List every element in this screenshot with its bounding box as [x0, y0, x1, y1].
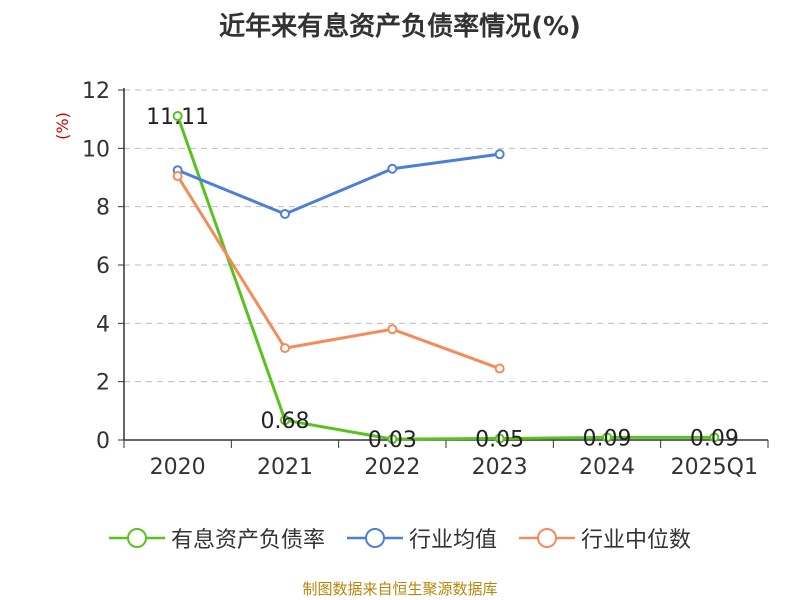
series-1-point-2 — [387, 163, 398, 174]
series-0-point-3 — [494, 433, 505, 444]
legend-swatch-industry-mean — [346, 528, 403, 548]
legend-label-debt-ratio: 有息资产负债率 — [170, 528, 325, 553]
axis-layer: 0 2 4 6 8 10 12 2020 2021 2022 2023 2024 2025Q1 — [82, 79, 769, 480]
y-tick-label-5: 10 — [82, 137, 110, 162]
label-layer: 11.11 0.68 0.03 0.05 0.09 0.09 — [146, 105, 739, 453]
y-axis-label: (%) — [53, 112, 72, 140]
data-label-0-5: 0.09 — [690, 426, 739, 451]
series-2-point-0 — [172, 171, 183, 182]
x-tick-label-0: 2020 — [150, 455, 206, 480]
series-line-2 — [176, 175, 501, 370]
series-line-1 — [177, 152, 500, 216]
series-1-point-3 — [494, 149, 505, 160]
series-2-point-2 — [387, 324, 398, 335]
data-label-0-4: 0.09 — [583, 426, 632, 451]
series-0-point-2 — [387, 434, 398, 445]
legend-swatch-industry-median — [519, 528, 575, 548]
data-label-0-3: 0.05 — [475, 428, 524, 453]
legend-item-industry-median[interactable]: 行业中位数 — [519, 522, 691, 554]
legend-label-industry-mean: 行业均值 — [408, 528, 497, 553]
y-tick-label-0: 0 — [96, 429, 110, 454]
series-2-point-1 — [280, 343, 290, 354]
series-0-point-4 — [602, 432, 612, 443]
x-tick-label-4: 2024 — [579, 455, 635, 480]
y-tick-label-3: 6 — [96, 254, 110, 279]
x-tick-label-1: 2021 — [257, 455, 313, 480]
series-0-point-5 — [709, 432, 720, 443]
y-tick-label-2: 4 — [96, 312, 110, 337]
series-1-point-1 — [280, 208, 290, 219]
legend-swatch-debt-ratio — [108, 528, 165, 548]
y-tick-label-1: 2 — [96, 371, 110, 396]
series-layer — [172, 110, 720, 445]
data-label-0-1: 0.68 — [261, 409, 310, 434]
grid-layer — [124, 89, 768, 383]
x-tick-label-5: 2025Q1 — [671, 455, 758, 480]
series-0-point-0 — [172, 110, 183, 121]
y-tick-label-6: 12 — [82, 79, 110, 104]
chart-title: 近年来有息资产负债率情况(%) — [219, 12, 581, 42]
source-note: 制图数据来自恒生聚源数据库 — [302, 580, 498, 598]
legend-item-debt-ratio[interactable]: 有息资产负债率 — [108, 522, 325, 554]
series-line-0 — [176, 115, 715, 441]
series-0-point-1 — [280, 415, 290, 426]
series-2-point-3 — [494, 363, 505, 374]
legend-label-industry-median: 行业中位数 — [581, 528, 692, 553]
data-label-0-0: 11.11 — [146, 105, 209, 130]
x-tick-label-3: 2023 — [472, 455, 528, 480]
y-tick-label-4: 8 — [96, 196, 110, 221]
legend-item-industry-mean[interactable]: 行业均值 — [346, 522, 497, 554]
line-chart: 0 2 4 6 8 10 12 2020 2021 2022 2023 2024 2025Q1 11.1… — [53, 79, 769, 480]
x-tick-label-2: 2022 — [364, 455, 420, 480]
legend: 有息资产负债率 行业均值 行业中位数 — [0, 518, 800, 558]
data-label-0-2: 0.03 — [368, 428, 417, 453]
